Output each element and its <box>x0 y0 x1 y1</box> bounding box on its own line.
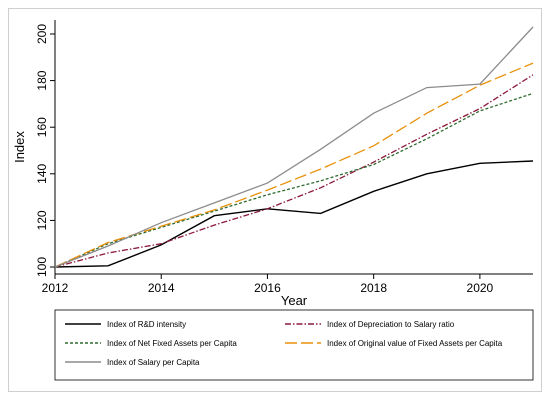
legend-label-5: Index of Salary per Capita <box>107 358 200 367</box>
y-tick-label: 120 <box>35 210 49 230</box>
chart-frame: 2012 2014 2016 2018 2020 100 120 140 160 180 200 Ye… <box>8 8 542 392</box>
x-tick-label: 2012 <box>42 281 69 295</box>
y-tick-label: 200 <box>35 24 49 44</box>
y-tick-label: 180 <box>35 70 49 90</box>
y-tick-label: 100 <box>35 257 49 277</box>
x-tick-label: 2016 <box>254 281 281 295</box>
legend-label-1: Index of R&D intensity <box>107 320 186 329</box>
y-tick-label: 160 <box>35 117 49 137</box>
x-tick-label: 2020 <box>467 281 494 295</box>
series-line-5 <box>54 26 534 268</box>
series-line-4 <box>54 62 534 268</box>
x-tick-label: 2014 <box>148 281 175 295</box>
line-chart: 2012 2014 2016 2018 2020 100 120 140 160 180 200 Ye… <box>12 20 534 381</box>
legend-label-4: Index of Original value of Fixed Assets … <box>327 339 503 348</box>
series-line-2 <box>54 74 534 268</box>
series-line-3 <box>54 92 534 268</box>
y-tick-label: 140 <box>35 163 49 183</box>
legend-label-3: Index of Net Fixed Assets per Capita <box>107 339 237 348</box>
y-axis-title: Index <box>12 131 27 163</box>
x-tick-label: 2018 <box>360 281 387 295</box>
legend-box <box>54 309 534 381</box>
series-line-1 <box>54 160 534 268</box>
x-axis-title: Year <box>281 293 308 308</box>
legend-label-2: Index of Depreciation to Salary ratio <box>327 320 455 329</box>
